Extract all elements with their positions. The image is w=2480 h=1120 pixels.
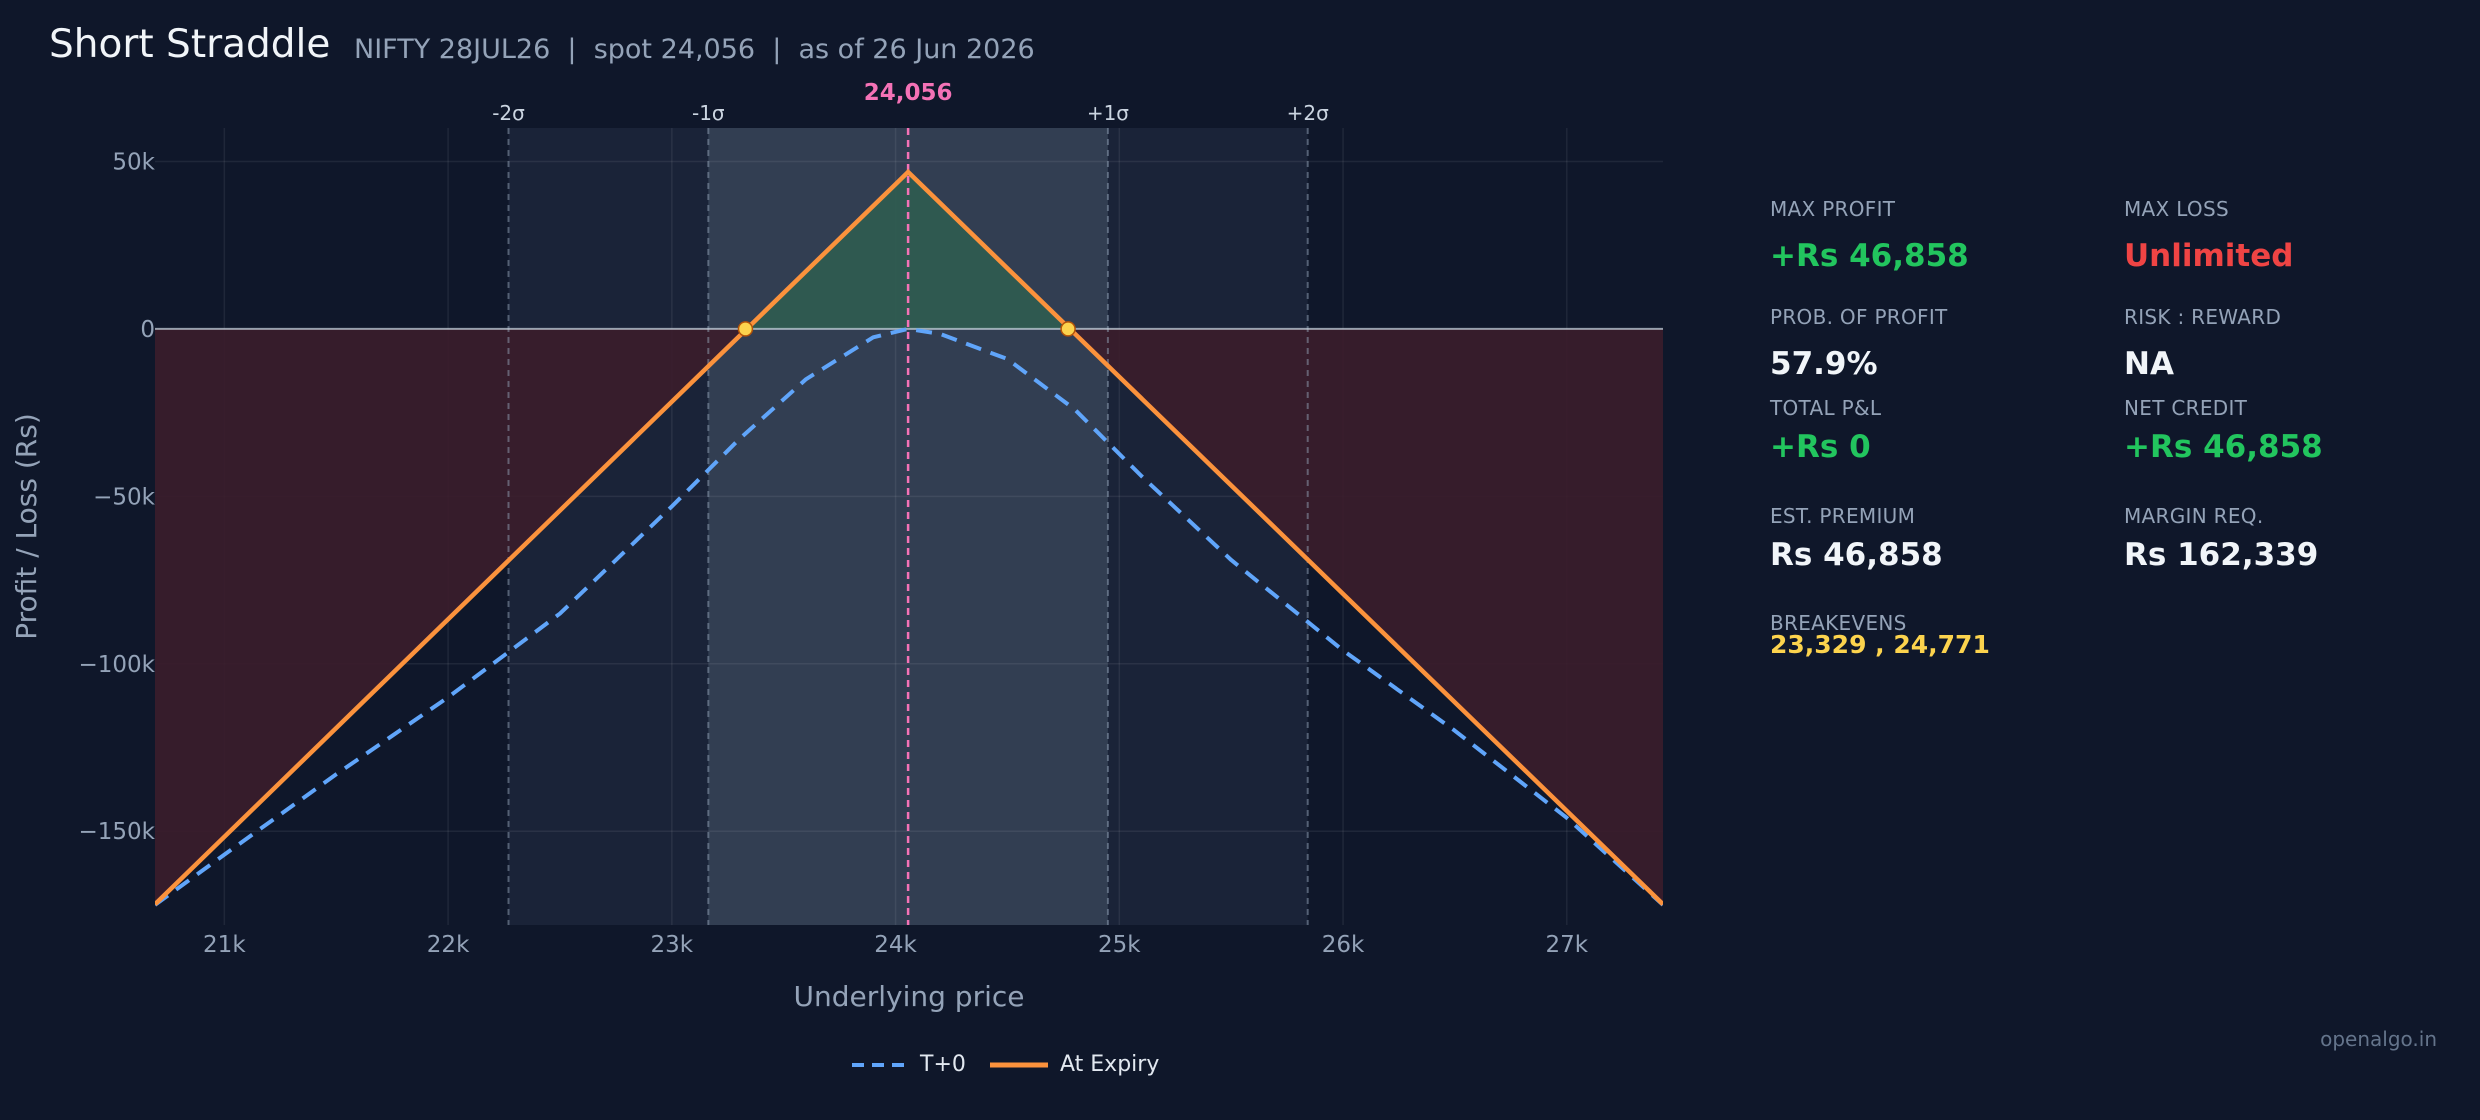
x-tick-label: 24k — [874, 932, 917, 958]
max-loss-value: Unlimited — [2124, 238, 2294, 274]
sigma-label: -1σ — [692, 101, 725, 125]
margin-req-label: MARGIN REQ. — [2124, 504, 2264, 528]
total-pnl-label: TOTAL P&L — [1770, 396, 1882, 420]
sigma-label: -2σ — [492, 101, 525, 125]
breakeven-point — [737, 321, 754, 337]
max-loss-label: MAX LOSS — [2124, 197, 2229, 221]
t0-legend-swatch — [852, 1062, 908, 1067]
x-tick-label: 25k — [1098, 932, 1141, 958]
y-tick-label: −150k — [79, 819, 156, 845]
legend-item-t0[interactable]: T+0 — [850, 1052, 966, 1077]
prob-profit-label: PROB. OF PROFIT — [1770, 305, 1948, 329]
page-title: Short Straddle — [49, 22, 331, 67]
total-pnl-value: +Rs 0 — [1770, 429, 1871, 465]
net-credit-label: NET CREDIT — [2124, 396, 2248, 420]
x-tick-label: 26k — [1322, 932, 1365, 958]
x-tick-label: 21k — [203, 932, 246, 958]
sigma-label: +2σ — [1287, 101, 1329, 125]
y-tick-label: −100k — [79, 652, 156, 678]
profit-area — [745, 172, 1069, 329]
x-tick-label: 22k — [427, 932, 470, 958]
prob-profit-value: 57.9% — [1770, 346, 1878, 382]
breakevens-label: BREAKEVENS — [1770, 611, 1907, 635]
x-tick-label: 27k — [1545, 932, 1588, 958]
series-group — [155, 168, 1663, 907]
breakeven-point — [1060, 321, 1076, 337]
net-credit-value: +Rs 46,858 — [2124, 429, 2323, 465]
max-profit-label: MAX PROFIT — [1770, 197, 1896, 221]
y-axis-label: Profit / Loss (Rs) — [10, 413, 43, 639]
expiry-legend-swatch — [990, 1062, 1048, 1067]
risk-reward-label: RISK : REWARD — [2124, 305, 2282, 329]
y-tick-label: 50k — [112, 149, 155, 175]
expiry-line — [155, 168, 1663, 906]
page-subtitle: NIFTY 28JUL26 | spot 24,056 | as of 26 J… — [354, 34, 1035, 65]
legend-item-expiry[interactable]: At Expiry — [990, 1052, 1159, 1077]
spot-label: 24,056 — [864, 80, 953, 106]
x-axis-label: Underlying price — [794, 980, 1025, 1013]
margin-req-value: Rs 162,339 — [2124, 537, 2319, 573]
max-profit-value: +Rs 46,858 — [1770, 238, 1969, 274]
x-tick-label: 23k — [651, 932, 694, 958]
y-tick-label: −50k — [93, 484, 156, 510]
breakevens-value: 23,329 , 24,771 — [1770, 630, 1990, 659]
sigma-label: +1σ — [1087, 101, 1129, 125]
est-premium-value: Rs 46,858 — [1770, 537, 1943, 573]
risk-reward-value: NA — [2124, 346, 2174, 382]
legend-label-expiry: At Expiry — [1060, 1052, 1160, 1077]
y-tick-label: 0 — [140, 317, 155, 343]
est-premium-label: EST. PREMIUM — [1770, 504, 1916, 528]
legend-label-t0: T+0 — [920, 1052, 966, 1077]
watermark: openalgo.in — [2320, 1027, 2437, 1051]
